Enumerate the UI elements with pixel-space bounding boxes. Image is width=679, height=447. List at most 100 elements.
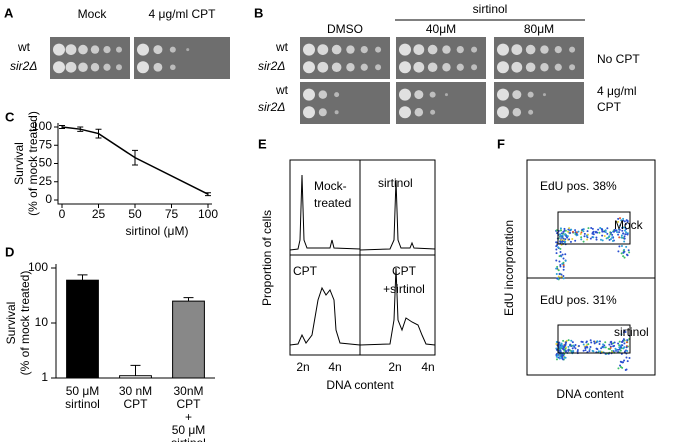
flow-dot	[555, 252, 558, 255]
flow-dot	[622, 217, 625, 220]
flow-dot	[618, 228, 621, 231]
flow-dot	[596, 348, 599, 351]
flow-dot	[586, 238, 589, 241]
axis	[57, 123, 212, 205]
flow-dot	[567, 228, 570, 231]
flow-dot	[555, 267, 558, 270]
flow-dot	[559, 250, 562, 253]
flow-dot	[555, 272, 558, 275]
colony	[471, 46, 478, 53]
colony	[554, 63, 562, 71]
label: +sirtinol	[383, 282, 425, 296]
flow-dot	[577, 230, 580, 233]
plate	[300, 82, 390, 124]
x-tick-label: 30 nM	[119, 384, 152, 398]
label: 4 μg/ml CPT	[149, 7, 217, 21]
y-label: Survival	[12, 142, 26, 185]
colony	[78, 44, 88, 55]
colony	[318, 90, 328, 99]
colony	[427, 62, 438, 73]
colony	[497, 106, 509, 119]
flow-dot	[609, 233, 612, 236]
flow-dot	[622, 331, 625, 334]
colony	[542, 93, 546, 97]
flow-dot	[601, 230, 604, 233]
flow-dot	[617, 250, 620, 253]
panel-label: E	[258, 136, 267, 151]
flow-dot	[585, 340, 588, 343]
flow-dot	[613, 341, 616, 344]
label: CPT	[293, 264, 318, 278]
colony	[331, 44, 342, 55]
flow-dot	[604, 231, 607, 234]
flow-dot	[628, 356, 631, 359]
flow-dot	[620, 236, 623, 239]
flow-dot	[614, 347, 617, 350]
colony	[399, 43, 411, 56]
colony	[442, 63, 451, 72]
flow-dot	[560, 232, 563, 235]
flow-dot	[620, 333, 623, 336]
flow-dot	[624, 223, 627, 226]
flow-dot	[622, 226, 625, 229]
flow-dot	[625, 245, 628, 248]
flow-dot	[592, 350, 595, 353]
flow-dot	[586, 230, 589, 233]
y-label: (% of mock treated)	[26, 111, 40, 216]
flow-dot	[599, 227, 602, 230]
flow-dot	[562, 277, 565, 280]
label: wt	[275, 40, 289, 54]
flow-dot	[559, 265, 562, 268]
flow-dot	[620, 252, 623, 255]
flow-dot	[624, 368, 627, 371]
colony	[303, 88, 315, 101]
colony	[512, 107, 522, 117]
flow-dot	[584, 349, 587, 352]
flow-dot	[564, 233, 567, 236]
flow-dot	[575, 232, 578, 235]
flow-dot	[580, 231, 583, 234]
flow-dot	[604, 229, 607, 232]
flow-dot	[567, 339, 570, 342]
flow-dot	[559, 240, 562, 243]
colony	[399, 106, 411, 119]
flow-dot	[623, 342, 626, 345]
colony	[569, 46, 576, 53]
flow-dot	[556, 354, 559, 357]
flow-dot	[623, 359, 626, 362]
flow-dot	[560, 346, 563, 349]
colony	[399, 88, 411, 101]
flow-dot	[617, 342, 620, 345]
x-label: DNA content	[326, 378, 394, 392]
flow-dot	[555, 358, 558, 361]
flow-dot	[616, 231, 619, 234]
flow-dot	[581, 341, 584, 344]
flow-dot	[598, 231, 601, 234]
flow-dot	[617, 367, 620, 370]
bar	[66, 279, 99, 379]
flow-dot	[590, 341, 593, 344]
flow-dot	[609, 341, 612, 344]
y-tick-label: 0	[45, 192, 52, 206]
flow-dot	[595, 238, 598, 241]
layout	[289, 19, 656, 376]
flow-dot	[555, 248, 558, 251]
y-label: Survival	[4, 302, 18, 345]
flow-dot	[559, 247, 562, 250]
flow-dot	[619, 364, 622, 367]
bar	[119, 375, 152, 379]
panel-label: F	[497, 136, 505, 151]
label: treated	[314, 196, 351, 210]
flow-dot	[564, 259, 567, 262]
flow-dot	[558, 349, 561, 352]
colony	[399, 61, 411, 74]
flow-dot	[555, 229, 558, 232]
colony	[375, 64, 382, 71]
flow-dot	[593, 342, 596, 345]
colony	[511, 44, 523, 55]
flow-dot	[612, 230, 615, 233]
colony	[116, 64, 122, 71]
colony	[540, 45, 549, 54]
flow-dot	[563, 344, 566, 347]
x-tick-label: 50 μM	[172, 423, 206, 437]
